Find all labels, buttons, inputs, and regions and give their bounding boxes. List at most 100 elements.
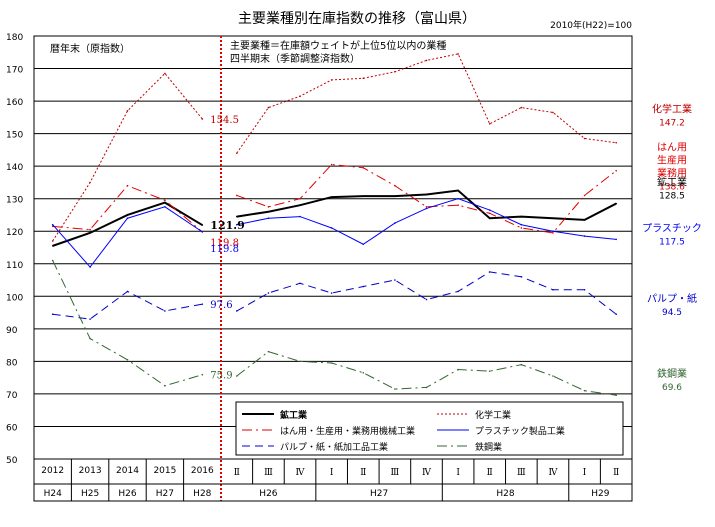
data-point: [457, 290, 459, 293]
data-point: [164, 310, 166, 312]
end-label-hanyou: 119.8: [210, 238, 239, 249]
data-point: [457, 189, 459, 192]
data-point: [299, 215, 301, 218]
data-point: [520, 215, 523, 218]
data-point: [552, 230, 554, 233]
data-point: [267, 292, 270, 294]
right-label-name-plastic: プラスチック: [642, 222, 702, 234]
series-line-annual-hanyou: [52, 185, 203, 233]
data-point: [51, 259, 54, 262]
data-point: [362, 243, 365, 246]
right-label-value-pulp: 94.5: [662, 308, 682, 318]
data-point: [236, 223, 238, 226]
legend-label-kagaku: 化学工業: [475, 409, 511, 421]
data-point: [201, 224, 204, 226]
data-point: [425, 206, 428, 208]
data-point: [330, 79, 333, 81]
right-label-name-tekko: 鉄鋼業: [657, 367, 687, 380]
x-tick-quarter: Ⅱ: [234, 468, 240, 478]
data-point: [126, 358, 129, 361]
data-point: [236, 152, 238, 154]
x-tick-quarter: Ⅲ: [264, 468, 273, 478]
data-point: [615, 313, 617, 316]
x-axis-frame: [33, 458, 633, 502]
x-tick-quarter: Ⅱ: [487, 468, 493, 478]
data-point: [520, 106, 523, 109]
x-tick-year: 2012: [41, 466, 64, 476]
x-tick-year-group: H28: [496, 489, 514, 499]
data-point: [201, 231, 204, 233]
data-point: [89, 232, 91, 234]
data-point: [164, 201, 166, 204]
x-tick-quarter: Ⅰ: [456, 468, 460, 478]
data-point: [299, 282, 301, 285]
plot-frame: [33, 35, 633, 460]
data-point: [89, 181, 91, 184]
data-point: [236, 375, 238, 377]
x-tick-year-group: H29: [591, 489, 609, 499]
legend-label-pulp: パルプ・紙・紙加工品工業: [280, 441, 388, 453]
data-point: [267, 210, 270, 213]
y-tick-label: 110: [6, 261, 23, 271]
data-point: [583, 235, 586, 237]
y-tick-label: 70: [6, 391, 18, 401]
data-point: [164, 206, 166, 208]
y-tick-label: 120: [6, 228, 23, 238]
data-point: [488, 271, 491, 273]
y-tick-label: 160: [6, 98, 23, 108]
data-point: [164, 384, 166, 387]
data-point: [488, 212, 491, 215]
data-point: [583, 389, 586, 392]
data-point: [126, 110, 129, 112]
grid: [34, 35, 632, 460]
data-point: [126, 290, 129, 293]
data-point: [394, 195, 396, 197]
data-point: [425, 193, 428, 196]
data-point: [615, 394, 617, 397]
y-tick-label: 150: [6, 131, 23, 141]
series-line-annual-tekko: [52, 260, 203, 387]
data-point: [425, 207, 428, 210]
x-tick-year: 2014: [116, 466, 139, 476]
x-tick-era: H28: [193, 489, 211, 499]
data-point: [126, 217, 129, 220]
x-tick-era: H25: [81, 489, 99, 499]
data-point: [51, 313, 54, 316]
data-point: [488, 209, 491, 211]
data-point: [394, 279, 396, 281]
data-point: [330, 163, 333, 166]
x-tick-era: H27: [156, 489, 174, 499]
data-point: [615, 202, 617, 205]
axes: 50 60 70 80 90 100 110 120 130 140 150 160 170 180 201…: [6, 33, 633, 502]
end-label-pulp: 97.6: [210, 300, 232, 311]
legend-label-hanyou: はん用・生産用・業務用機械工業: [280, 425, 415, 437]
right-label-name-hanyou: 生産用: [657, 154, 687, 167]
x-tick-year-group: H26: [259, 489, 277, 499]
data-point: [164, 72, 166, 75]
data-point: [488, 123, 491, 125]
data-point: [583, 137, 586, 140]
data-point: [457, 53, 459, 55]
x-tick-era: H26: [118, 489, 136, 499]
x-tick-quarter: Ⅰ: [583, 468, 587, 478]
y-tick-label: 130: [6, 196, 23, 206]
series-line-quarterly-tekko: [236, 351, 617, 396]
end-label-kagaku: 154.5: [210, 115, 239, 126]
data-point: [201, 373, 204, 376]
data-point: [330, 362, 333, 364]
data-point: [615, 141, 617, 144]
data-point: [552, 217, 554, 220]
data-point: [425, 59, 428, 62]
y-tick-label: 100: [6, 293, 23, 303]
data-point: [89, 337, 91, 340]
base-note: 2010年(H22)=100: [550, 19, 632, 31]
data-point: [362, 166, 365, 169]
x-tick-quarter: Ⅱ: [360, 468, 366, 478]
end-label-tekko: 75.9: [210, 371, 232, 382]
y-tick-label: 170: [6, 66, 23, 76]
legend-label-plastic: プラスチック製品工業: [475, 425, 565, 437]
chart-title: 主要業種別在庫指数の推移（富山県）: [238, 10, 476, 27]
x-tick-quarter: Ⅲ: [391, 468, 400, 478]
